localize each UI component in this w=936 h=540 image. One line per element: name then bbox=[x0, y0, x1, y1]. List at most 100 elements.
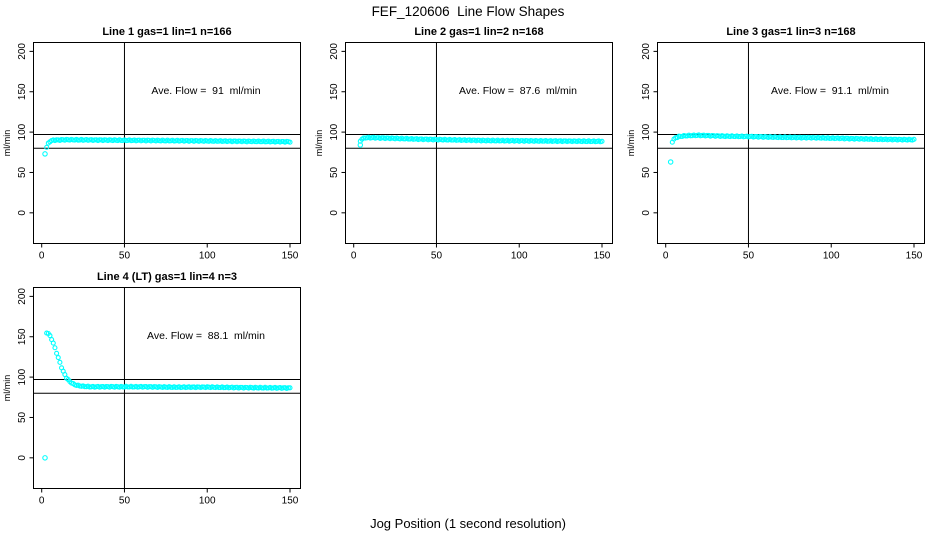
data-point bbox=[470, 137, 476, 143]
subplot-title-line-2: Line 2 gas=1 lin=2 n=168 bbox=[414, 26, 544, 38]
data-point bbox=[118, 137, 124, 144]
plot-box bbox=[657, 42, 925, 244]
data-point bbox=[422, 136, 428, 142]
y-tick-label: 0 bbox=[329, 210, 340, 216]
data-point bbox=[50, 340, 56, 346]
x-tick-label: 0 bbox=[39, 496, 45, 507]
y-tick-label: 100 bbox=[329, 123, 340, 140]
data-point bbox=[52, 345, 58, 351]
isolated-points bbox=[42, 455, 48, 461]
y-axis-title: ml/min bbox=[314, 130, 324, 157]
ave-flow-annotation-line-2: Ave. Flow = 87.6 ml/min bbox=[459, 85, 577, 97]
data-point bbox=[561, 138, 567, 144]
data-point bbox=[194, 384, 200, 390]
ave-flow-annotation-line-4: Ave. Flow = 88.1 ml/min bbox=[147, 330, 265, 342]
y-tick-label: 200 bbox=[17, 288, 28, 305]
data-point bbox=[285, 385, 291, 391]
data-point bbox=[843, 135, 849, 141]
data-point bbox=[287, 139, 293, 145]
y-tick-label: 100 bbox=[17, 123, 28, 140]
y-axis-title: ml/min bbox=[2, 375, 12, 402]
y-tick-label: 100 bbox=[17, 368, 28, 385]
data-point bbox=[264, 385, 270, 391]
x-tick-label: 100 bbox=[823, 251, 840, 262]
data-point bbox=[188, 138, 194, 144]
data-point bbox=[209, 138, 215, 144]
plot-area-line-2: 0 50 100 150 0 50 100 150 200 ml/min bbox=[314, 42, 613, 262]
y-tick-label: 200 bbox=[17, 43, 28, 60]
plot-box bbox=[33, 42, 301, 244]
y-tick-label: 0 bbox=[17, 455, 28, 461]
data-point bbox=[779, 135, 785, 141]
data-point bbox=[287, 385, 293, 391]
y-tick-label: 50 bbox=[641, 166, 652, 178]
plot-area-line-1: 0 50 100 150 0 50 100 150 200 ml/min bbox=[2, 42, 301, 262]
data-point bbox=[140, 137, 146, 143]
main-title: FEF_120606 Line Flow Shapes bbox=[371, 4, 565, 19]
subplot-title-line-4: Line 4 (LT) gas=1 lin=4 n=3 bbox=[96, 271, 238, 283]
data-point bbox=[599, 138, 605, 144]
reference-lines bbox=[345, 42, 613, 244]
data-points bbox=[357, 134, 605, 145]
x-tick-label: 100 bbox=[199, 496, 216, 507]
x-axis-title: Jog Position (1 second resolution) bbox=[370, 516, 566, 531]
y-tick-label: 0 bbox=[17, 210, 28, 216]
y-tick-label: 150 bbox=[641, 83, 652, 100]
x-axis: 0 50 100 150 bbox=[39, 488, 299, 507]
data-point bbox=[539, 138, 545, 144]
data-point bbox=[42, 455, 48, 461]
x-tick-label: 50 bbox=[119, 496, 131, 507]
data-points bbox=[669, 132, 917, 145]
isolated-points bbox=[42, 151, 48, 157]
x-axis: 0 50 100 150 bbox=[663, 243, 923, 262]
x-tick-label: 50 bbox=[743, 251, 755, 262]
x-tick-label: 150 bbox=[282, 251, 299, 262]
subplot-line-4: Line 4 (LT) gas=1 lin=4 n=3 0 50 100 150 0 50… bbox=[0, 267, 312, 513]
subplot-title-line-3: Line 3 gas=1 lin=3 n=168 bbox=[726, 26, 856, 38]
data-point bbox=[125, 384, 131, 390]
data-points bbox=[44, 136, 293, 150]
data-point bbox=[911, 136, 917, 142]
y-tick-label: 150 bbox=[17, 328, 28, 345]
y-axis-title: ml/min bbox=[626, 130, 636, 157]
plot-box bbox=[33, 287, 301, 489]
y-tick-label: 100 bbox=[641, 123, 652, 140]
y-tick-label: 150 bbox=[17, 83, 28, 100]
data-point bbox=[357, 142, 364, 148]
x-tick-label: 0 bbox=[351, 251, 357, 262]
plot-area-line-4: 0 50 100 150 0 50 100 150 200 ml/min bbox=[2, 287, 301, 507]
x-tick-label: 100 bbox=[199, 251, 216, 262]
data-point bbox=[731, 133, 737, 140]
y-axis: 0 50 100 150 200 bbox=[329, 43, 346, 216]
x-tick-label: 0 bbox=[39, 251, 45, 262]
data-point bbox=[800, 134, 806, 140]
isolated-points bbox=[667, 159, 674, 165]
reference-lines bbox=[657, 42, 925, 244]
data-point bbox=[57, 359, 63, 365]
y-tick-label: 200 bbox=[641, 43, 652, 60]
data-point bbox=[146, 384, 152, 390]
data-point bbox=[257, 139, 263, 145]
data-point bbox=[54, 350, 60, 356]
y-axis: 0 50 100 150 200 bbox=[641, 43, 658, 216]
x-tick-label: 0 bbox=[663, 251, 669, 262]
y-axis: 0 50 100 150 200 bbox=[17, 288, 34, 461]
data-point bbox=[379, 135, 385, 141]
ave-flow-annotation-line-1: Ave. Flow = 91 ml/min bbox=[151, 85, 261, 97]
y-tick-label: 150 bbox=[329, 83, 340, 100]
x-tick-label: 150 bbox=[594, 251, 611, 262]
y-tick-label: 50 bbox=[17, 411, 28, 423]
plot-area-line-3: 0 50 100 150 0 50 100 150 200 ml/min bbox=[626, 42, 925, 262]
data-point bbox=[279, 138, 285, 145]
isolated-points bbox=[357, 142, 364, 148]
y-axis-title: ml/min bbox=[2, 130, 12, 157]
x-tick-label: 50 bbox=[119, 251, 131, 262]
x-axis: 0 50 100 150 bbox=[39, 243, 299, 262]
y-tick-label: 50 bbox=[17, 166, 28, 178]
reference-lines bbox=[33, 42, 301, 244]
x-tick-label: 100 bbox=[511, 251, 528, 262]
subplot-line-3: Line 3 gas=1 lin=3 n=168 0 50 100 150 0 50 100… bbox=[624, 22, 936, 268]
subplot-line-2: Line 2 gas=1 lin=2 n=168 0 50 100 150 0 50 100… bbox=[312, 22, 624, 268]
y-tick-label: 0 bbox=[641, 210, 652, 216]
